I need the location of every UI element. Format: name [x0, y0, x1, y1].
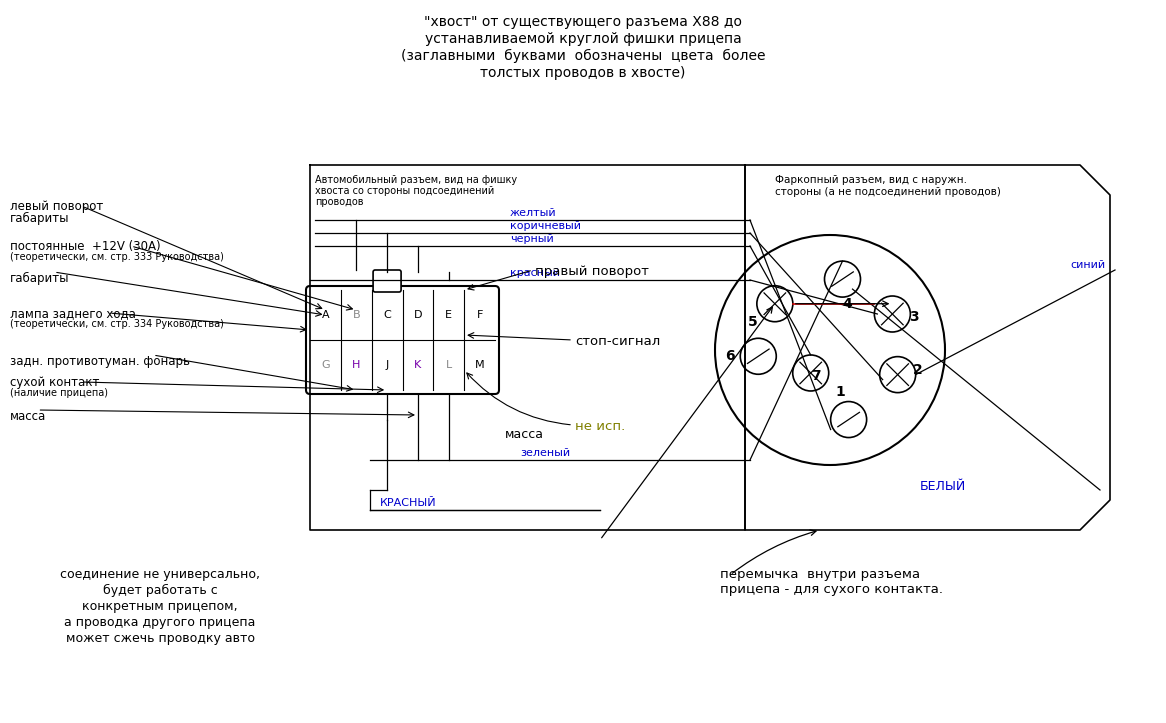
- Text: (теоретически, см. стр. 333 Руководства): (теоретически, см. стр. 333 Руководства): [10, 252, 224, 262]
- Text: Автомобильный разъем, вид на фишку: Автомобильный разъем, вид на фишку: [315, 175, 518, 185]
- FancyBboxPatch shape: [373, 270, 401, 292]
- Text: A: A: [322, 310, 329, 320]
- Text: (теоретически, см. стр. 334 Руководства): (теоретически, см. стр. 334 Руководства): [10, 319, 224, 329]
- Text: лампа заднего хода: лампа заднего хода: [10, 307, 136, 320]
- Text: 2: 2: [913, 363, 922, 377]
- Text: толстых проводов в хвосте): толстых проводов в хвосте): [480, 66, 686, 80]
- Text: габариты: габариты: [10, 212, 70, 225]
- Text: 5: 5: [747, 315, 758, 329]
- Text: 4: 4: [843, 297, 852, 311]
- Text: левый поворот: левый поворот: [10, 200, 104, 213]
- Text: будет работать с: будет работать с: [103, 584, 217, 597]
- Text: "хвост" от существующего разъема Х88 до: "хвост" от существующего разъема Х88 до: [424, 15, 742, 29]
- Text: 3: 3: [909, 310, 919, 324]
- Text: синий: синий: [1070, 260, 1105, 270]
- Text: конкретным прицепом,: конкретным прицепом,: [82, 600, 238, 613]
- Text: G: G: [321, 360, 330, 370]
- Text: D: D: [414, 310, 422, 320]
- Text: масса: масса: [505, 428, 545, 441]
- Text: желтый: желтый: [510, 208, 556, 218]
- Text: задн. противотуман. фонарь: задн. противотуман. фонарь: [10, 355, 190, 368]
- Text: не исп.: не исп.: [575, 420, 625, 433]
- Text: 7: 7: [810, 369, 821, 383]
- Text: M: M: [475, 360, 484, 370]
- Text: сухой контакт: сухой контакт: [10, 376, 99, 389]
- Text: L: L: [445, 360, 452, 370]
- Text: габариты: габариты: [10, 272, 70, 285]
- Text: E: E: [445, 310, 452, 320]
- Text: может сжечь проводку авто: может сжечь проводку авто: [65, 632, 254, 645]
- Text: зеленый: зеленый: [520, 448, 570, 458]
- Text: H: H: [352, 360, 360, 370]
- Text: хвоста со стороны подсоединений: хвоста со стороны подсоединений: [315, 186, 494, 196]
- Text: 1: 1: [836, 385, 845, 398]
- Text: перемычка  внутри разъема: перемычка внутри разъема: [719, 568, 920, 581]
- Text: F: F: [477, 310, 483, 320]
- Text: коричневый: коричневый: [510, 221, 581, 231]
- Text: прицепа - для сухого контакта.: прицепа - для сухого контакта.: [719, 583, 943, 596]
- Text: проводов: проводов: [315, 197, 364, 207]
- Text: стороны (а не подсоединений проводов): стороны (а не подсоединений проводов): [775, 187, 1000, 197]
- Text: B: B: [352, 310, 360, 320]
- Text: черный: черный: [510, 234, 554, 244]
- Text: K: K: [414, 360, 422, 370]
- Text: 6: 6: [725, 349, 735, 363]
- Text: (наличие прицепа): (наличие прицепа): [10, 388, 108, 398]
- FancyBboxPatch shape: [305, 286, 499, 394]
- Text: (заглавными  буквами  обозначены  цвета  более: (заглавными буквами обозначены цвета бол…: [401, 49, 765, 63]
- Text: КРАСНЫЙ: КРАСНЫЙ: [380, 498, 436, 508]
- Text: J: J: [386, 360, 388, 370]
- Text: правый поворот: правый поворот: [535, 265, 648, 278]
- Text: Фаркопный разъем, вид с наружн.: Фаркопный разъем, вид с наружн.: [775, 175, 967, 185]
- Text: постоянные  +12V (30A): постоянные +12V (30A): [10, 240, 161, 253]
- Text: стоп-сигнал: стоп-сигнал: [575, 335, 660, 348]
- Text: устанавливаемой круглой фишки прицепа: устанавливаемой круглой фишки прицепа: [424, 32, 742, 46]
- Text: C: C: [384, 310, 391, 320]
- Text: а проводка другого прицепа: а проводка другого прицепа: [64, 616, 255, 629]
- Text: БЕЛЫЙ: БЕЛЫЙ: [920, 480, 967, 493]
- Text: красный: красный: [510, 268, 560, 278]
- Text: масса: масса: [10, 410, 47, 423]
- Text: соединение не универсально,: соединение не универсально,: [59, 568, 260, 581]
